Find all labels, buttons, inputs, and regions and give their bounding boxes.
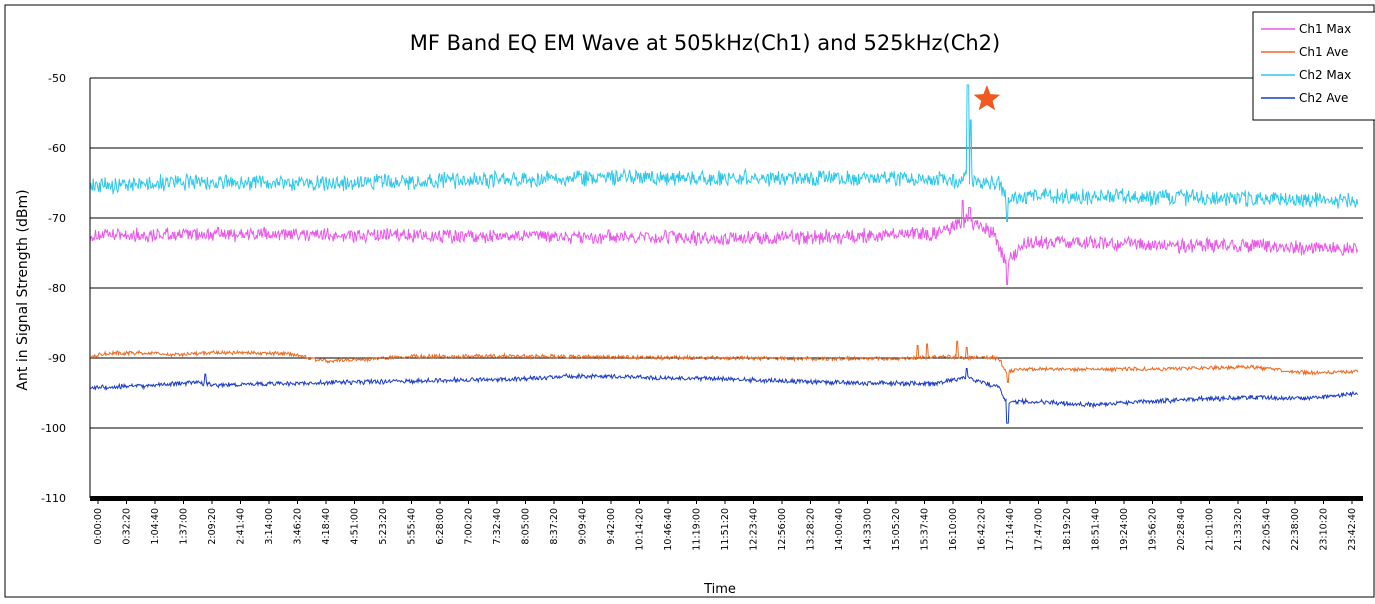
x-tick-label: 11:19:00 <box>692 508 703 551</box>
x-tick-label: 21:33:20 <box>1233 508 1244 551</box>
annotations <box>973 85 1001 111</box>
series-line-ch1-max <box>89 200 1359 285</box>
x-tick-label: 0:00:00 <box>93 508 104 545</box>
x-tick-label: 21:01:00 <box>1205 508 1216 551</box>
x-tick-label: 15:05:20 <box>891 508 902 551</box>
legend: Ch1 Max Ch1 Ave Ch2 Max Ch2 Ave <box>1252 11 1375 121</box>
x-tick-label: 15:37:40 <box>920 508 931 551</box>
series-line-ch1-ave <box>90 340 1359 383</box>
x-tick-label: 12:56:00 <box>777 508 788 551</box>
series-line-ch2-ave <box>89 368 1359 424</box>
axes: -50 -60 -70 -80 -90 -100 -110 0:00:00 0:32:20 1:0… <box>41 72 1363 551</box>
x-tick-label: 1:37:00 <box>179 508 190 545</box>
legend-label: Ch1 Max <box>1299 22 1351 36</box>
x-tick-label: 22:38:00 <box>1290 508 1301 551</box>
x-tick-label: 8:37:20 <box>549 508 560 545</box>
x-tick-label: 7:00:20 <box>464 508 475 545</box>
x-tick-label: 7:32:40 <box>492 508 503 545</box>
x-tick-label: 16:10:00 <box>948 508 959 551</box>
x-tick-label: 4:18:40 <box>321 508 332 545</box>
x-tick-label: 12:23:40 <box>749 508 760 551</box>
x-tick-label: 14:00:40 <box>834 508 845 551</box>
x-tick-label: 14:33:00 <box>863 508 874 551</box>
star-annotation <box>973 85 1001 111</box>
y-axis-label: Ant in Signal Strength (dBm) <box>15 189 31 390</box>
y-tick-label: -70 <box>48 212 66 225</box>
x-tick-label: 10:14:20 <box>635 508 646 551</box>
series-line-ch2-max <box>89 84 1359 222</box>
legend-label: Ch2 Max <box>1299 68 1351 82</box>
y-tick-label: -90 <box>48 352 66 365</box>
x-tick-label: 23:10:20 <box>1319 508 1330 551</box>
y-tick-label: -80 <box>48 282 66 295</box>
x-tick-label: 18:19:20 <box>1062 508 1073 551</box>
x-tick-label: 5:23:20 <box>378 508 389 545</box>
x-tick-label: 20:28:40 <box>1176 508 1187 551</box>
x-tick-label: 11:51:20 <box>720 508 731 551</box>
x-tick-label: 3:46:20 <box>293 508 304 545</box>
y-tick-label: -100 <box>41 422 66 435</box>
x-tick-label: 13:28:20 <box>806 508 817 551</box>
x-tick-label: 18:51:40 <box>1091 508 1102 551</box>
x-tick-label: 22:05:40 <box>1262 508 1273 551</box>
y-tick-label: -60 <box>48 142 66 155</box>
x-tick-label: 4:51:00 <box>350 508 361 545</box>
x-tick-label: 17:47:00 <box>1034 508 1045 551</box>
y-tick-label: -50 <box>48 72 66 85</box>
chart-title: MF Band EQ EM Wave at 505kHz(Ch1) and 52… <box>410 31 1001 55</box>
x-tick-label: 2:41:40 <box>236 508 247 545</box>
x-tick-label: 16:42:20 <box>977 508 988 551</box>
x-tick-label: 19:56:20 <box>1148 508 1159 551</box>
legend-label: Ch1 Ave <box>1299 45 1348 59</box>
x-tick-label: 9:42:00 <box>606 508 617 545</box>
x-tick-label: 5:55:40 <box>407 508 418 545</box>
x-axis-label: Time <box>703 582 736 597</box>
x-tick-label: 9:09:40 <box>578 508 589 545</box>
x-axis <box>90 496 1363 501</box>
x-tick-label: 6:28:00 <box>435 508 446 545</box>
x-tick-label: 3:14:00 <box>264 508 275 545</box>
x-tick-label: 1:04:40 <box>150 508 161 545</box>
x-tick-label: 8:05:00 <box>521 508 532 545</box>
x-tick-label: 10:46:40 <box>663 508 674 551</box>
legend-box <box>1252 11 1375 121</box>
x-tick-label: 2:09:20 <box>207 508 218 545</box>
series-lines <box>89 84 1359 424</box>
x-tick-label: 23:42:40 <box>1347 508 1358 551</box>
x-tick-label: 19:24:00 <box>1119 508 1130 551</box>
y-tick-label: -110 <box>41 492 66 505</box>
x-tick-label: 17:14:40 <box>1005 508 1016 551</box>
x-tick-label: 0:32:20 <box>122 508 133 545</box>
legend-label: Ch2 Ave <box>1299 91 1348 105</box>
